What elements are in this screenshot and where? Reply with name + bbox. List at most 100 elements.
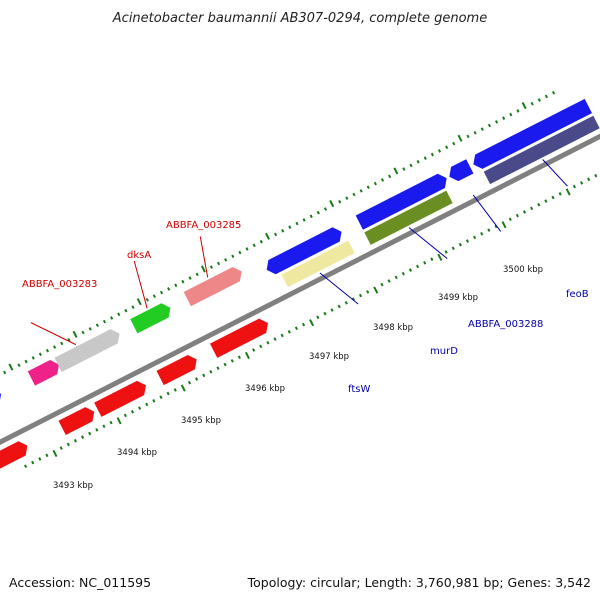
gene-arrow-forward[interactable]: [470, 98, 592, 172]
tick-label: 3498 kbp: [373, 323, 413, 333]
minor-tick: [437, 149, 442, 153]
gene-label-dksa[interactable]: dksA: [127, 250, 151, 261]
minor-tick: [167, 287, 171, 291]
major-tick: [521, 101, 527, 110]
tick-label: 3499 kbp: [438, 293, 478, 303]
gene-label-abbfa-003285[interactable]: ABBFA_003285: [166, 220, 241, 231]
gene-arrow-reverse[interactable]: [209, 316, 272, 358]
minor-tick: [359, 189, 363, 193]
minor-tick: [309, 214, 313, 219]
minor-tick: [487, 228, 491, 232]
minor-tick: [323, 207, 328, 211]
minor-tick: [17, 363, 21, 367]
minor-tick: [537, 202, 541, 207]
minor-tick: [195, 272, 199, 277]
minor-tick: [387, 279, 391, 283]
tick-label: 3493 kbp: [53, 481, 93, 491]
gene-arrow-forward[interactable]: [183, 264, 246, 307]
minor-tick: [451, 246, 455, 251]
minor-tick: [224, 258, 228, 262]
minor-tick: [195, 377, 199, 381]
minor-tick: [394, 275, 398, 280]
minor-tick: [145, 402, 149, 407]
minor-tick: [174, 283, 178, 288]
minor-tick: [209, 265, 213, 269]
major-tick: [52, 449, 58, 458]
minor-tick: [73, 439, 78, 443]
minor-tick: [281, 229, 285, 233]
gene-arrow-forward[interactable]: [364, 190, 453, 245]
gene-label-murd[interactable]: murD: [430, 346, 458, 357]
gene-label-abbfa-003283[interactable]: ABBFA_003283: [22, 279, 97, 290]
major-tick: [501, 221, 507, 229]
gene-arrow-reverse[interactable]: [0, 439, 31, 479]
gene-label-abbfa-003288[interactable]: ABBFA_003288: [468, 319, 543, 330]
leader-line-murd: [408, 227, 448, 260]
gene-arrow-forward[interactable]: [0, 387, 5, 427]
minor-tick: [181, 279, 185, 284]
gene-arrow-forward[interactable]: [130, 301, 174, 334]
tick-labels: 3493 kbp 3494 kbp 3495 kbp 3496 kbp 3497…: [53, 265, 543, 491]
minor-tick: [551, 195, 555, 200]
minor-tick: [66, 442, 70, 447]
minor-tick: [238, 250, 242, 255]
gene-arrow-forward[interactable]: [27, 357, 63, 386]
minor-tick: [188, 276, 192, 280]
minor-tick: [508, 217, 512, 222]
major-tick: [437, 253, 443, 261]
minor-tick: [544, 94, 549, 99]
gene-label-ftsw[interactable]: ftsW: [348, 384, 370, 395]
gene-arrow-reverse[interactable]: [94, 378, 149, 417]
minor-tick: [452, 141, 456, 146]
minor-tick: [45, 348, 50, 353]
minor-tick: [579, 181, 584, 185]
minor-tick: [266, 340, 270, 345]
minor-tick: [494, 120, 499, 124]
minor-tick: [465, 239, 470, 243]
minor-tick: [109, 420, 113, 425]
outer-ticks: [3, 91, 556, 375]
minor-tick: [337, 304, 341, 309]
gene-arrow-forward[interactable]: [281, 240, 355, 288]
minor-tick: [366, 185, 370, 190]
minor-tick: [487, 123, 491, 128]
minor-tick: [558, 192, 562, 196]
minor-tick: [166, 391, 170, 396]
gene-label-feob[interactable]: feoB: [566, 289, 589, 300]
gene-arrow-forward[interactable]: [263, 225, 345, 277]
minor-tick: [344, 300, 348, 305]
minor-tick: [444, 250, 448, 254]
minor-tick: [515, 213, 519, 218]
major-tick: [8, 363, 14, 371]
gene-arrow-forward[interactable]: [355, 171, 451, 230]
minor-tick: [458, 242, 462, 247]
minor-tick: [259, 344, 263, 349]
gene-arrow-forward[interactable]: [446, 159, 474, 184]
gene-arrow-forward[interactable]: [483, 115, 600, 185]
minor-tick: [123, 413, 127, 418]
minor-tick: [551, 91, 556, 95]
minor-tick: [294, 326, 298, 330]
minor-tick: [416, 264, 420, 269]
minor-tick: [237, 355, 241, 360]
minor-tick: [587, 177, 591, 182]
major-tick: [180, 384, 186, 392]
minor-tick: [423, 156, 427, 160]
minor-tick: [3, 370, 7, 375]
minor-tick: [295, 221, 299, 226]
gene-labels: ABBFA_003283 dksA ABBFA_003285 ftsW murD…: [22, 220, 589, 395]
minor-tick: [402, 167, 406, 171]
reverse-track: [0, 316, 272, 479]
minor-tick: [138, 406, 142, 410]
gene-arrow-forward[interactable]: [54, 326, 123, 373]
minor-tick: [480, 231, 484, 236]
minor-tick: [530, 101, 534, 106]
major-tick: [116, 417, 122, 425]
minor-tick: [473, 130, 477, 135]
minor-tick: [516, 109, 520, 113]
minor-tick: [202, 373, 206, 378]
gene-arrow-reverse[interactable]: [58, 404, 98, 436]
major-tick: [72, 330, 78, 338]
gene-arrow-reverse[interactable]: [156, 352, 201, 386]
